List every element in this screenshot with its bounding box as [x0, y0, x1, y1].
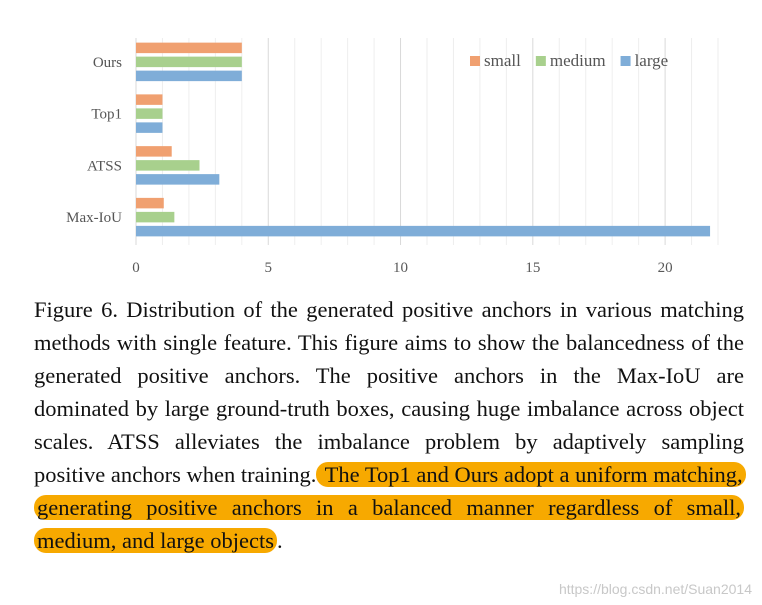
caption-end-text: .	[277, 528, 283, 553]
gridlines	[135, 38, 719, 245]
legend-swatch-large	[620, 56, 631, 66]
legend-swatch-small	[470, 56, 480, 66]
bar-max-iou-large	[136, 225, 711, 237]
legend-label-medium: medium	[550, 51, 606, 70]
legend: small medium large	[470, 51, 668, 70]
bar-atss-medium	[136, 160, 200, 171]
legend-swatch-medium	[535, 56, 546, 66]
bar-chart: Ours Top1 ATSS Max-IoU 0 5 10 15 20 small medium…	[66, 38, 719, 276]
legend-label-small: small	[484, 51, 521, 70]
bar-atss-large	[136, 174, 220, 185]
category-label-atss: ATSS	[87, 158, 122, 174]
x-tick-label: 10	[393, 260, 408, 276]
bar-ours-medium	[136, 56, 242, 68]
bar-top1-medium	[136, 108, 163, 119]
figure-caption: Figure 6. Distribution of the generated …	[34, 293, 746, 557]
bar-max-iou-medium	[136, 211, 175, 223]
watermark-url: https://blog.csdn.net/Suan2014	[558, 581, 752, 597]
bar-top1-small	[136, 94, 163, 105]
chart-area: Ours Top1 ATSS Max-IoU 0 5 10 15 20 small medium…	[0, 0, 762, 290]
x-tick-labels: 0 5 10 15 20	[132, 260, 672, 276]
x-tick-label: 5	[265, 260, 273, 276]
bar-top1-large	[136, 122, 163, 133]
legend-label-large: large	[635, 51, 669, 70]
bars	[136, 42, 711, 237]
bar-ours-large	[136, 70, 242, 82]
x-tick-label: 20	[658, 260, 673, 276]
bar-ours-small	[136, 42, 242, 54]
category-label-top1: Top1	[91, 107, 122, 123]
bar-max-iou-small	[136, 197, 164, 209]
caption-plain-text: Figure 6. Distribution of the generated …	[34, 297, 744, 487]
x-tick-label: 0	[132, 260, 140, 276]
category-labels: Ours Top1 ATSS Max-IoU	[66, 55, 122, 226]
bar-atss-small	[136, 146, 172, 157]
x-tick-label: 15	[525, 260, 540, 276]
category-label-ours: Ours	[93, 55, 122, 71]
category-label-max-iou: Max-IoU	[66, 210, 122, 226]
